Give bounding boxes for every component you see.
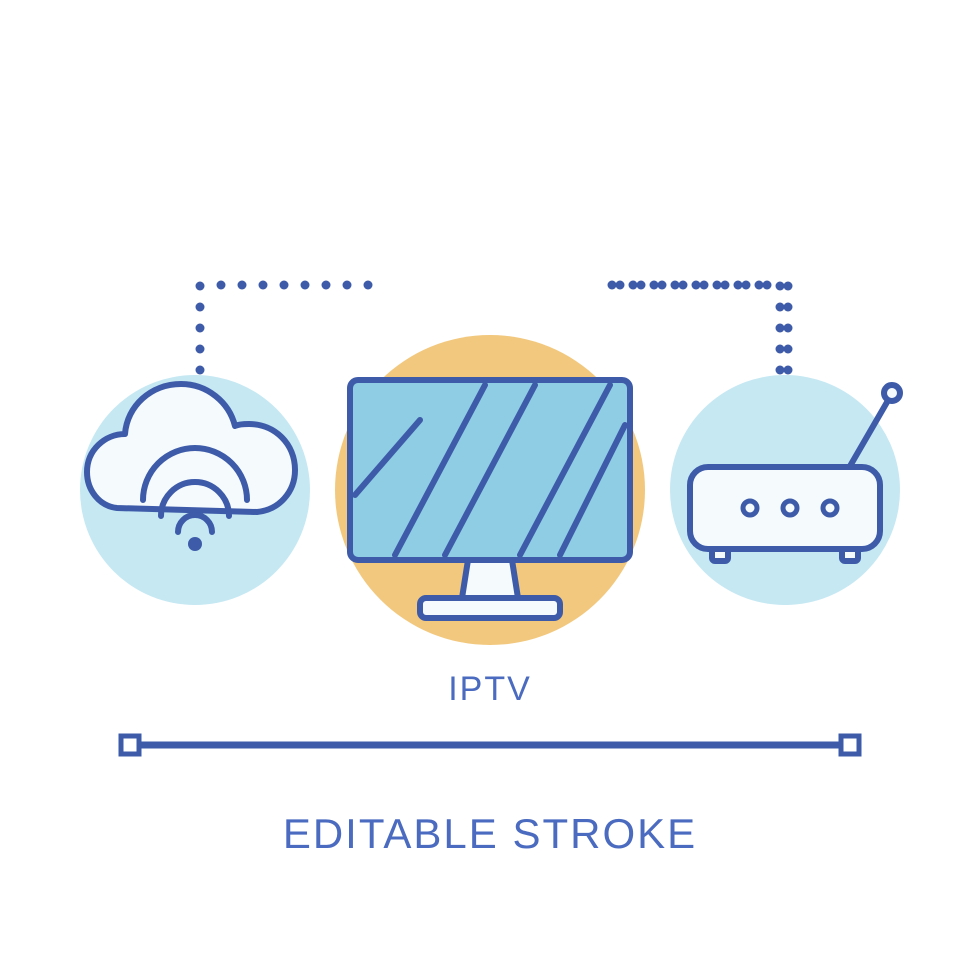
stroke-slider-handle-left[interactable]	[121, 736, 139, 754]
subtitle-label: EDITABLE STROKE	[0, 810, 980, 858]
iptv-infographic: IPTV EDITABLE STROKE	[0, 0, 980, 980]
title-label: IPTV	[0, 670, 980, 709]
stroke-slider-handle-right[interactable]	[841, 736, 859, 754]
